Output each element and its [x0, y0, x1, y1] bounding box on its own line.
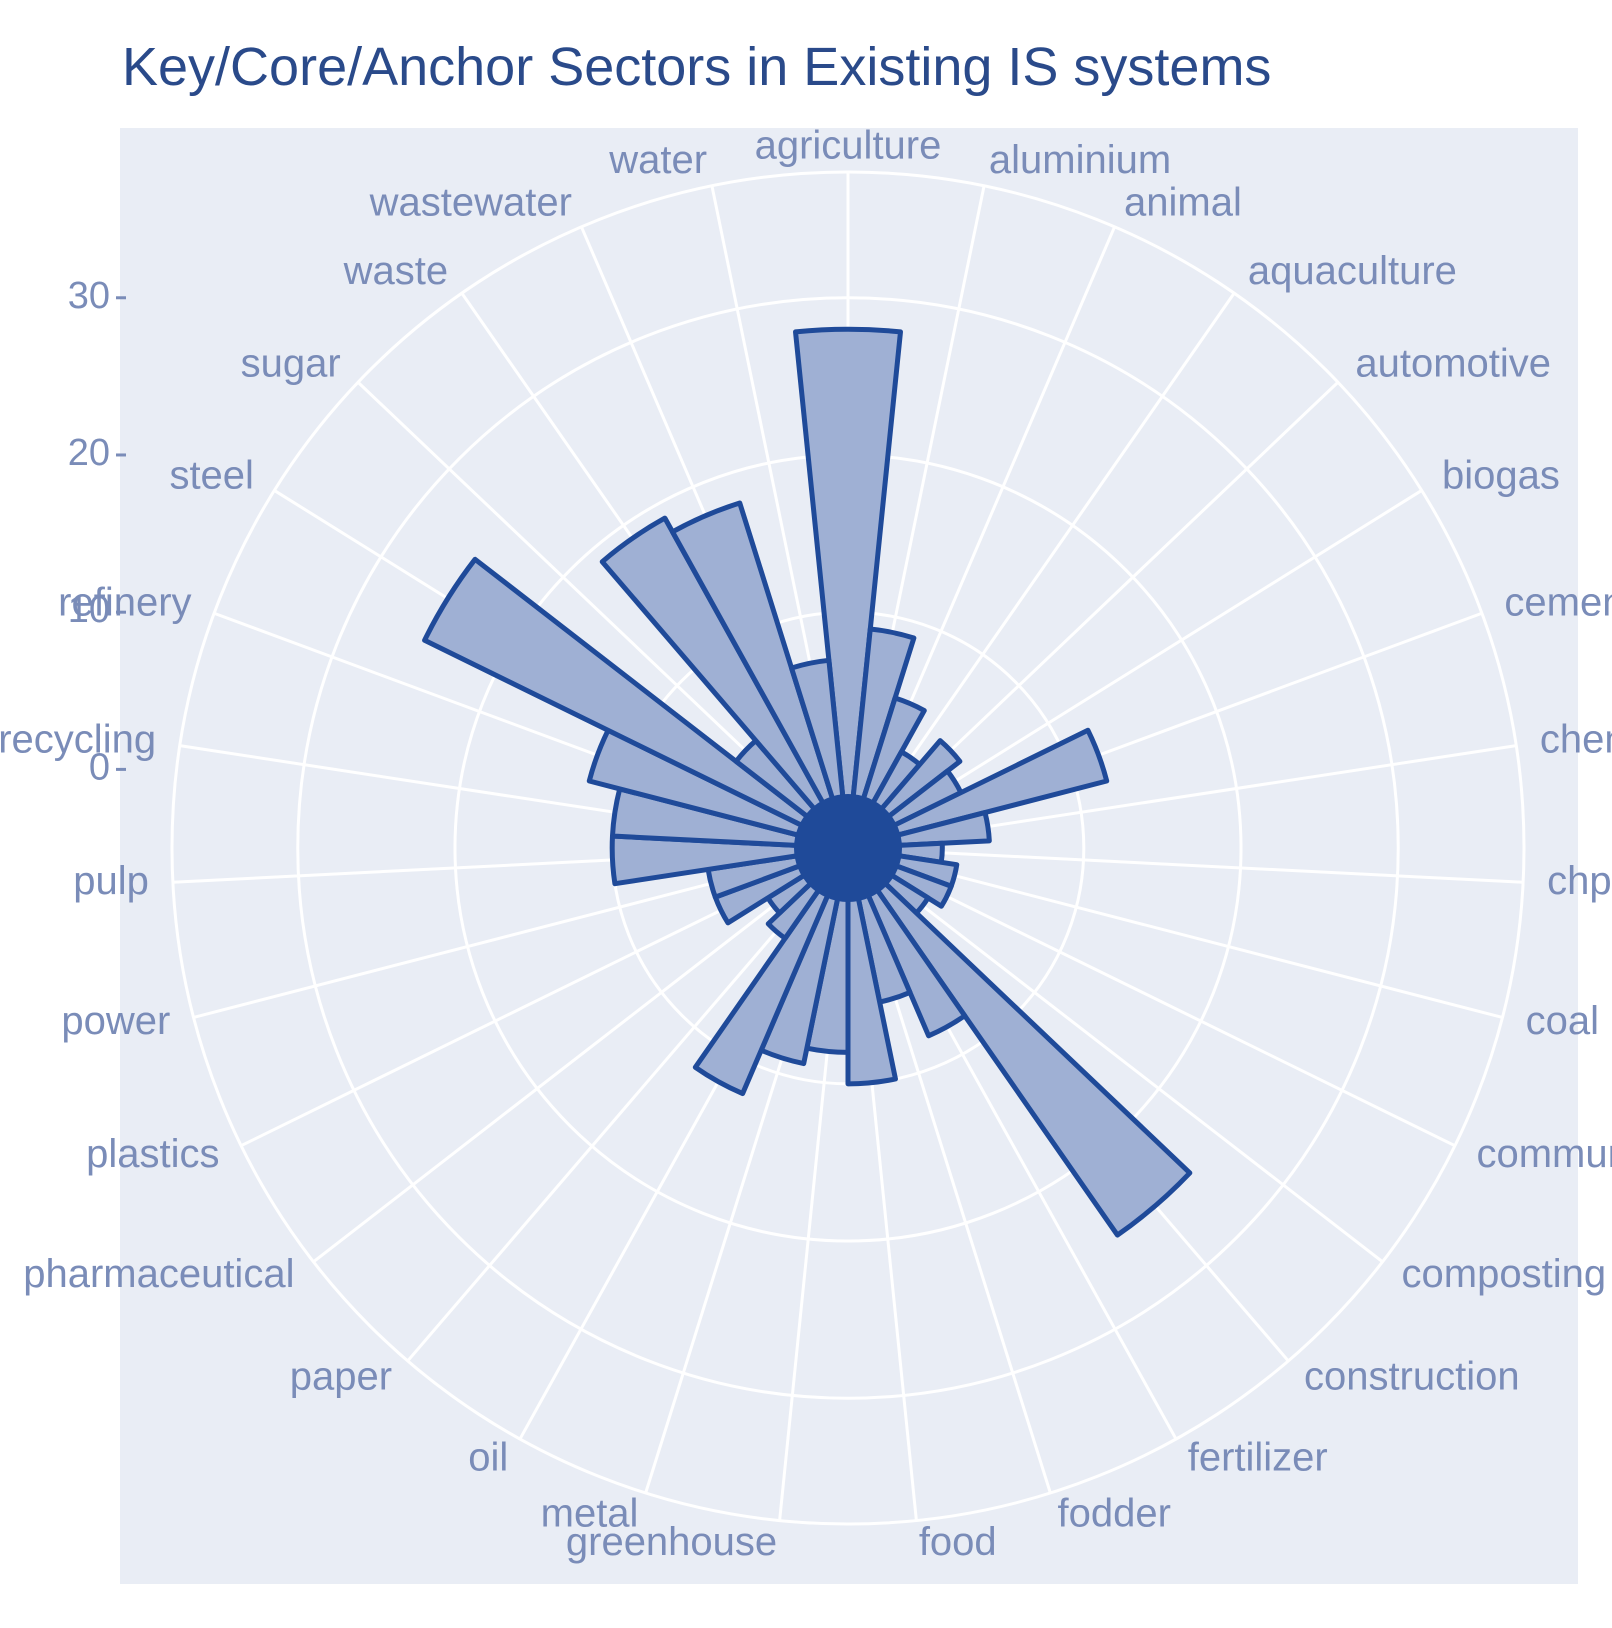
bar-cement [845, 727, 1110, 851]
category-label-agriculture: agriculture [755, 124, 942, 168]
bar-fertilizer [845, 845, 968, 1039]
category-label-water: water [608, 138, 707, 182]
category-label-pharmaceutical: pharmaceutical [23, 1252, 294, 1296]
category-label-automotive: automotive [1355, 341, 1551, 385]
category-label-refinery: refinery [58, 580, 191, 624]
category-label-cement: cement [1504, 580, 1612, 624]
category-label-wastewater: wastewater [369, 180, 572, 224]
category-label-plastics: plastics [86, 1132, 219, 1176]
bar-agriculture [793, 326, 903, 851]
bar-construction [845, 845, 1193, 1238]
grid-spoke [312, 846, 849, 1263]
category-label-steel: steel [169, 453, 254, 497]
bar-food [845, 845, 898, 1087]
grid-spoke [847, 846, 1456, 1148]
category-label-composting: composting [1402, 1252, 1607, 1296]
category-label-chemica: chemica [1540, 718, 1612, 762]
category-label-chp: chp [1547, 859, 1612, 903]
grid-spoke [847, 846, 1524, 884]
category-label-oil: oil [468, 1436, 508, 1480]
category-label-construction: construction [1304, 1355, 1520, 1399]
category-label-food: food [919, 1520, 997, 1564]
category-label-sugar: sugar [241, 341, 341, 385]
chart-title: Key/Core/Anchor Sectors in Existing IS s… [122, 37, 1272, 97]
category-label-aquaculture: aquaculture [1248, 249, 1457, 293]
grid-spoke [847, 846, 1503, 1019]
category-label-recycling: recycling [0, 718, 156, 762]
category-label-power: power [61, 999, 170, 1043]
category-label-biogas: biogas [1442, 453, 1560, 497]
radial-tick-label: 10 [68, 589, 110, 631]
radial-tick-label: 30 [68, 275, 110, 317]
bar-layer [422, 326, 1193, 1238]
category-label-coal: coal [1526, 999, 1599, 1043]
category-label-community: community [1476, 1132, 1612, 1176]
bar-wastewater [670, 500, 851, 851]
grid-spoke [847, 846, 1384, 1263]
category-label-paper: paper [290, 1355, 392, 1399]
bar-oil [692, 845, 851, 1097]
radial-tick-label: 20 [68, 432, 110, 474]
category-label-greenhouse: greenhouse [566, 1520, 777, 1564]
polar-center [794, 794, 902, 902]
category-label-aluminium: aluminium [989, 138, 1171, 182]
category-label-fertilizer: fertilizer [1188, 1436, 1328, 1480]
category-label-metal: metal [541, 1491, 639, 1535]
bar-waste [599, 515, 851, 851]
category-label-waste: waste [343, 249, 449, 293]
grid-spoke [846, 292, 1236, 849]
category-label-pulp: pulp [73, 859, 149, 903]
category-label-fodder: fodder [1058, 1491, 1171, 1535]
bar-steel [422, 556, 851, 851]
radial-tick-layer: 0 10 20 30 [68, 275, 126, 788]
grid-spoke [406, 847, 850, 1362]
radial-tick-label: 0 [89, 746, 110, 788]
category-label-animal: animal [1124, 180, 1242, 224]
